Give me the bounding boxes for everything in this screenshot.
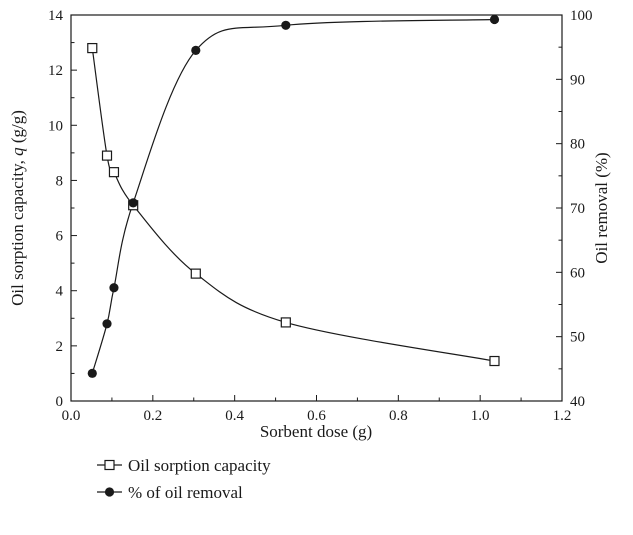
left-y-tick-label: 4 <box>56 284 64 300</box>
x-tick-label: 0.6 <box>307 408 326 424</box>
left-y-axis-label: Oil sorption capacity, q (g/g) <box>8 110 27 306</box>
x-tick-label: 0.4 <box>225 408 244 424</box>
data-point-square <box>87 42 98 54</box>
right-y-tick-label: 90 <box>570 72 585 88</box>
data-point-square <box>108 167 120 178</box>
x-axis: 0.0 0.2 0.4 0.6 0.8 1.0 1.2 <box>62 395 572 424</box>
x-axis-label: Sorbent dose (g) <box>260 422 372 441</box>
plot-frame <box>70 14 563 402</box>
left-y-tick-label: 2 <box>56 339 64 355</box>
data-point-circle <box>489 14 500 25</box>
data-point-circle <box>87 368 97 378</box>
data-point-square <box>489 355 500 367</box>
left-y-tick-label: 0 <box>56 394 64 410</box>
data-point-square <box>101 150 113 161</box>
data-point-circle <box>102 319 112 329</box>
legend-label-removal: % of oil removal <box>128 483 243 502</box>
legend-label-sorption: Oil sorption capacity <box>128 456 271 475</box>
left-y-axis: 0 2 4 6 8 10 12 14 <box>48 8 77 410</box>
legend-circle-marker-icon <box>104 487 115 497</box>
right-y-tick-label: 40 <box>570 394 585 410</box>
legend: Oil sorption capacity % of oil removal <box>97 456 271 502</box>
legend-square-marker-icon <box>104 459 115 471</box>
data-point-square <box>190 268 201 279</box>
left-y-tick-label: 10 <box>48 118 63 134</box>
legend-item-removal: % of oil removal <box>97 483 243 502</box>
right-y-tick-label: 60 <box>570 265 585 281</box>
series-curves <box>91 18 495 374</box>
right-y-axis-label: Oil removal (%) <box>592 152 611 263</box>
x-tick-label: 0.2 <box>143 408 162 424</box>
data-point-circle <box>191 45 201 55</box>
series-line-1 <box>91 18 495 374</box>
x-tick-label: 1.2 <box>553 408 572 424</box>
right-y-axis: 40 50 60 70 80 90 100 <box>556 8 593 410</box>
legend-item-sorption: Oil sorption capacity <box>97 456 271 475</box>
data-point-circle <box>128 198 138 208</box>
left-y-tick-label: 8 <box>56 173 64 189</box>
data-point-circle <box>109 283 119 293</box>
series-line-0 <box>91 48 495 362</box>
right-y-tick-label: 80 <box>570 137 585 153</box>
series-markers <box>87 14 500 378</box>
left-y-tick-label: 12 <box>48 63 63 79</box>
x-tick-label: 0.8 <box>389 408 408 424</box>
right-y-tick-label: 100 <box>570 8 593 24</box>
data-point-square <box>280 317 291 328</box>
left-y-tick-label: 6 <box>56 229 64 245</box>
left-y-tick-label: 14 <box>48 8 64 24</box>
data-point-circle <box>281 20 291 30</box>
right-y-tick-label: 50 <box>570 330 585 346</box>
x-tick-label: 1.0 <box>471 408 490 424</box>
right-y-tick-label: 70 <box>570 201 585 217</box>
x-tick-label: 0.0 <box>62 408 81 424</box>
